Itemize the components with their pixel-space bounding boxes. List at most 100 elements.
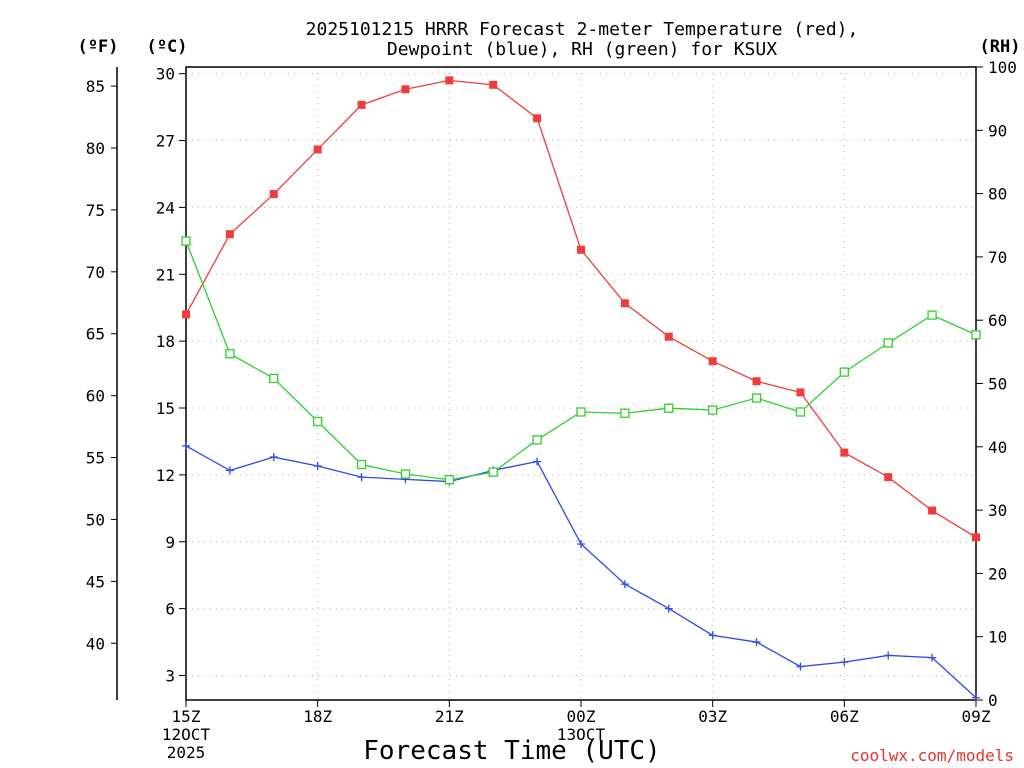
temperature-point: [884, 473, 893, 482]
temperature-point: [664, 332, 673, 341]
x-tick-label: 06Z: [830, 707, 859, 726]
celsius-tick-label: 15: [156, 399, 175, 418]
dewpoint-point: [357, 473, 366, 482]
rh-point: [708, 405, 718, 415]
series-line-temperature: [185, 79, 977, 538]
rh-tick-label: 10: [988, 628, 1007, 647]
rh-point: [883, 338, 893, 348]
rh-point: [751, 393, 762, 403]
x-tick-label: 15Z: [172, 707, 201, 726]
series-temperature: [182, 76, 980, 542]
rh-tick-label: 70: [988, 248, 1007, 267]
celsius-tick-label: 18: [156, 332, 175, 351]
rh-point: [444, 475, 454, 485]
x-tick-label: 2025: [167, 743, 206, 762]
dewpoint-point: [840, 658, 849, 667]
temperature-point: [401, 85, 410, 94]
rh-point: [576, 407, 586, 417]
celsius-tick-label: 6: [165, 600, 175, 619]
temperature-point: [577, 245, 585, 254]
dewpoint-point: [182, 441, 190, 450]
temperature-point: [182, 310, 190, 319]
x-tick-label: 21Z: [435, 707, 464, 726]
dewpoint-point: [796, 662, 805, 671]
series-layer: [181, 76, 981, 702]
rh-tick-label: 60: [988, 311, 1007, 330]
series-rh: [181, 236, 981, 485]
x-tick-label: 18Z: [303, 707, 332, 726]
series-line-rh: [185, 240, 977, 481]
rh-point: [664, 403, 674, 413]
temperature-point: [225, 230, 234, 239]
rh-tick-label: 100: [988, 58, 1017, 77]
fahrenheit-tick-label: 50: [86, 510, 105, 529]
celsius-tick-label: 27: [156, 132, 175, 151]
dewpoint-point: [928, 653, 937, 662]
rh-point: [620, 408, 630, 418]
rh-point: [225, 349, 235, 359]
temperature-point: [533, 114, 542, 123]
rh-point: [839, 367, 849, 377]
dewpoint-point: [225, 466, 234, 475]
rh-point: [971, 330, 981, 340]
dewpoint-point: [313, 461, 322, 470]
x-axis-label: Forecast Time (UTC): [363, 736, 660, 766]
fahrenheit-tick-label: 85: [86, 77, 105, 96]
fahrenheit-tick-label: 80: [86, 139, 105, 158]
rh-tick-label: 40: [988, 438, 1007, 457]
temperature-point: [313, 145, 322, 154]
temperature-point: [445, 76, 454, 85]
fahrenheit-tick-label: 45: [86, 572, 105, 591]
rh-tick-label: 0: [988, 691, 998, 710]
temperature-point: [708, 357, 717, 366]
dewpoint-point: [620, 580, 629, 589]
temperature-point: [620, 299, 629, 308]
rh-tick-label: 20: [988, 564, 1007, 583]
dewpoint-point: [884, 651, 893, 660]
rh-point: [269, 373, 279, 384]
temperature-point: [357, 100, 366, 109]
celsius-tick-label: 9: [165, 533, 175, 552]
rh-point: [400, 469, 411, 479]
fahrenheit-tick-label: 55: [86, 449, 105, 468]
fahrenheit-tick-label: 40: [86, 634, 105, 653]
celsius-tick-label: 3: [165, 666, 175, 685]
fahrenheit-tick-label: 60: [86, 387, 105, 406]
dewpoint-point: [269, 453, 278, 462]
dewpoint-point: [577, 539, 585, 548]
rh-point: [795, 407, 806, 417]
rh-tick-label: 50: [988, 375, 1007, 394]
fahrenheit-tick-label: 75: [86, 201, 105, 220]
temperature-point: [796, 388, 805, 397]
rh-point: [488, 467, 498, 477]
temperature-point: [752, 377, 761, 386]
x-tick-label: 12OCT: [162, 725, 211, 744]
rh-unit-label: (RH): [980, 37, 1021, 57]
temperature-point: [972, 533, 980, 542]
rh-tick-label: 90: [988, 121, 1007, 140]
celsius-unit-label: (ºC): [147, 37, 188, 57]
axes: 3 6 9 12 15 18 21 24 27 30 40 45 50 55 60 65 70 75 80 85 0 10…: [86, 58, 1017, 762]
rh-tick-label: 80: [988, 185, 1007, 204]
temperature-point: [269, 190, 278, 199]
credit-text: coolwx.com/models: [850, 746, 1014, 765]
rh-point: [532, 435, 542, 445]
celsius-tick-label: 12: [156, 466, 175, 485]
rh-point: [313, 416, 323, 427]
fahrenheit-unit-label: (ºF): [78, 37, 119, 57]
x-tick-label: 03Z: [698, 707, 727, 726]
temperature-point: [928, 506, 937, 515]
temperature-point: [840, 448, 849, 457]
celsius-tick-label: 30: [156, 65, 175, 84]
celsius-tick-label: 21: [156, 265, 175, 284]
x-tick-label: 13OCT: [557, 725, 606, 744]
rh-point: [356, 459, 367, 470]
x-tick-label: 09Z: [962, 707, 991, 726]
celsius-tick-label: 24: [156, 198, 175, 217]
dewpoint-point: [972, 693, 980, 702]
dewpoint-point: [708, 631, 717, 640]
dewpoint-point: [752, 638, 761, 647]
series-dewpoint: [182, 441, 980, 702]
fahrenheit-tick-label: 65: [86, 325, 105, 344]
